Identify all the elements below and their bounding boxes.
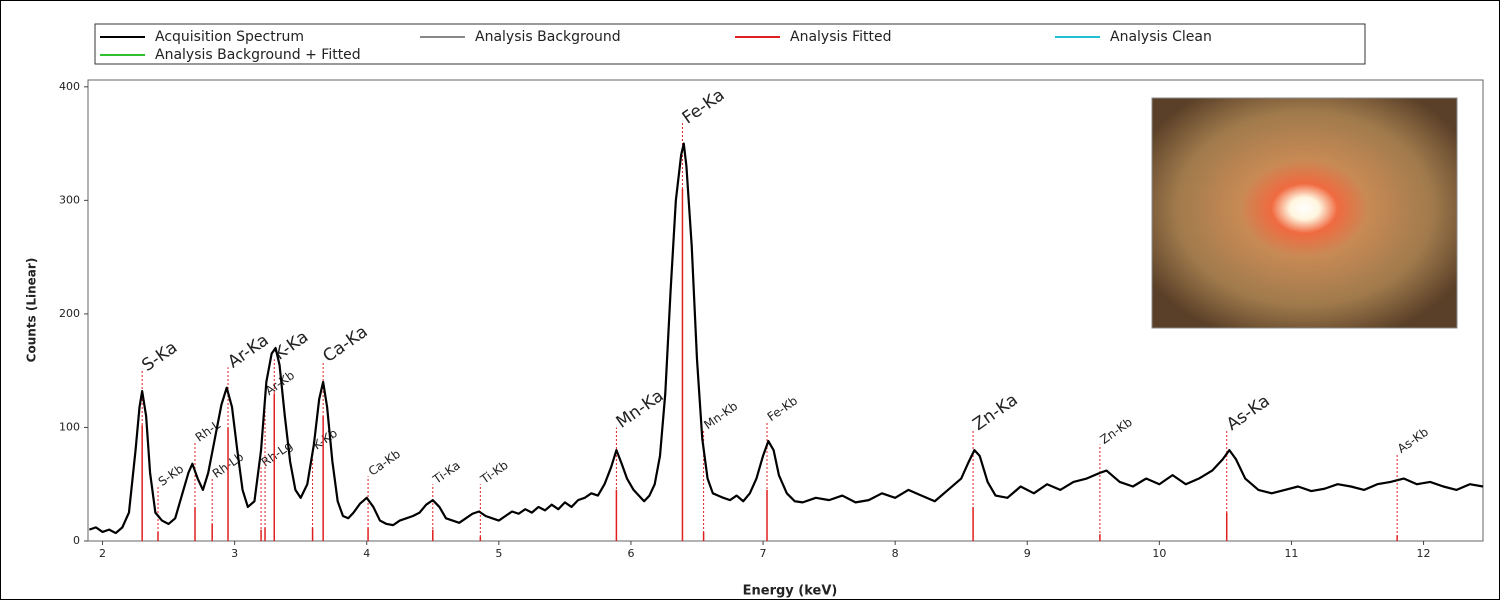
legend-label: Analysis Clean <box>1110 29 1212 45</box>
x-tick-label: 3 <box>231 547 238 560</box>
x-tick-label: 7 <box>760 547 767 560</box>
x-tick-label: 2 <box>99 547 106 560</box>
inset-photo <box>1151 97 1458 329</box>
x-tick-label: 4 <box>363 547 370 560</box>
legend-label: Analysis Background <box>475 29 621 45</box>
legend-label: Acquisition Spectrum <box>155 29 304 45</box>
x-axis-title: Energy (keV) <box>743 584 838 599</box>
y-tick-label: 200 <box>59 307 80 320</box>
x-tick-label: 8 <box>892 547 899 560</box>
x-tick-label: 12 <box>1417 547 1431 560</box>
legend-label: Analysis Background + Fitted <box>155 47 361 63</box>
y-axis-title: Counts (Linear) <box>25 258 39 363</box>
legend-label: Analysis Fitted <box>790 29 892 45</box>
plot-area <box>87 79 1484 542</box>
y-tick-label: 400 <box>59 80 80 93</box>
legend-box <box>94 23 1366 65</box>
y-tick-label: 100 <box>59 420 80 433</box>
x-tick-label: 11 <box>1284 547 1298 560</box>
x-tick-label: 9 <box>1024 547 1031 560</box>
x-tick-label: 5 <box>495 547 502 560</box>
x-tick-label: 10 <box>1152 547 1166 560</box>
y-tick-label: 300 <box>59 193 80 206</box>
spectrum-line <box>88 142 1484 535</box>
x-tick-label: 6 <box>627 547 634 560</box>
y-tick-label: 0 <box>73 534 80 547</box>
